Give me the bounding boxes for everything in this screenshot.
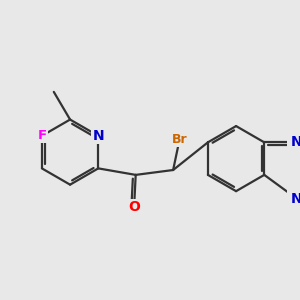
- Text: Br: Br: [172, 133, 188, 146]
- Text: N: N: [291, 135, 300, 149]
- Text: O: O: [128, 200, 140, 214]
- Text: F: F: [37, 129, 46, 142]
- Text: N: N: [92, 129, 104, 143]
- Text: N: N: [291, 192, 300, 206]
